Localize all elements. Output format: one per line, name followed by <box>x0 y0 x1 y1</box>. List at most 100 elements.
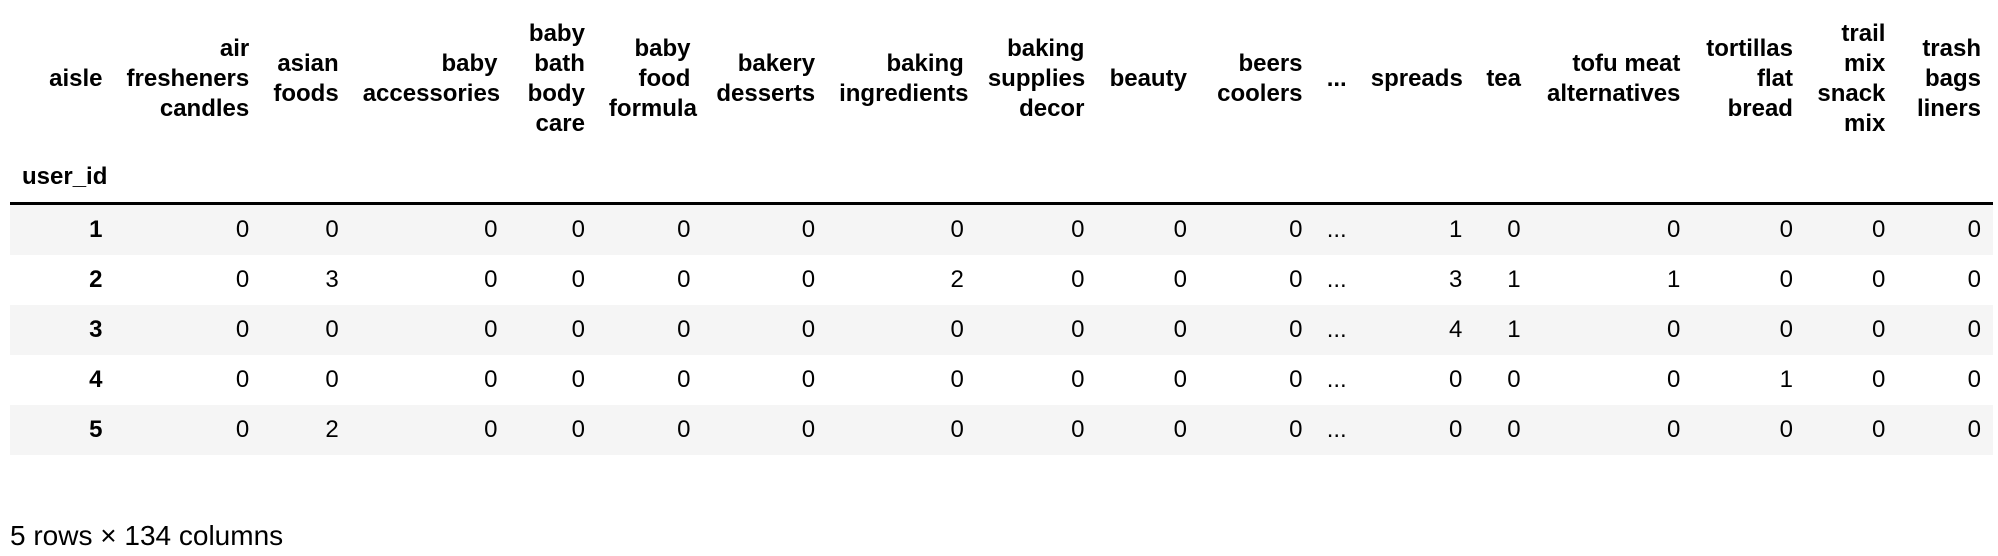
cell: 0 <box>1173 266 1187 293</box>
cell: 0 <box>325 216 339 243</box>
index-row-filler <box>115 152 1993 204</box>
row-index: 3 <box>89 316 103 343</box>
col-header-trail-mix-snack-mix: trail mix snack mix <box>1817 20 1886 137</box>
cell: 1 <box>1448 216 1463 243</box>
cell: 0 <box>677 316 691 343</box>
cell: 0 <box>801 216 816 243</box>
row-index: 5 <box>89 416 103 443</box>
cell: ... <box>1326 266 1347 293</box>
cell: 0 <box>325 366 339 393</box>
cell: 0 <box>235 416 250 443</box>
cell: 0 <box>1872 366 1886 393</box>
cell: 0 <box>1779 266 1793 293</box>
cell: 0 <box>1779 316 1793 343</box>
col-header-air-fresheners-candles: air fresheners candles <box>126 35 250 122</box>
table-row: 3 0 0 0 0 0 0 0 0 0 0... 4 1 0 0 0 0 <box>10 305 1993 355</box>
cell: 0 <box>571 216 585 243</box>
cell: 0 <box>1507 366 1521 393</box>
cell: 0 <box>1173 366 1187 393</box>
shape-summary: 5 rows × 134 columns <box>10 520 284 551</box>
index-name-cell: user_id <box>22 163 108 190</box>
cell: 0 <box>677 266 691 293</box>
cell: 3 <box>1448 266 1463 293</box>
row-index: 2 <box>89 266 103 293</box>
cell: 0 <box>1289 366 1303 393</box>
table-row: 2 0 3 0 0 0 0 2 0 0 0... 3 1 1 0 0 0 <box>10 255 1993 305</box>
cell: 0 <box>950 366 964 393</box>
cell: ... <box>1326 316 1347 343</box>
cell: 0 <box>1872 316 1886 343</box>
col-header-spreads: spreads <box>1370 65 1463 92</box>
cell: 0 <box>1667 316 1681 343</box>
cell: 0 <box>1667 216 1681 243</box>
cell: 0 <box>1667 366 1681 393</box>
cell: 0 <box>801 266 816 293</box>
cell: 0 <box>950 216 964 243</box>
cell: 0 <box>571 266 585 293</box>
table-row: 4 0 0 0 0 0 0 0 0 0 0... 0 0 0 1 0 0 <box>10 355 1993 405</box>
cell: 0 <box>484 366 498 393</box>
cell: 0 <box>235 316 250 343</box>
cell: 0 <box>1872 216 1886 243</box>
cell: 0 <box>1173 416 1187 443</box>
cell: 0 <box>571 416 585 443</box>
cell: 0 <box>484 216 498 243</box>
row-index: 4 <box>89 366 103 393</box>
cell: 0 <box>677 416 691 443</box>
cell: 1 <box>1779 366 1793 393</box>
index-name-row: user_id <box>10 152 1993 204</box>
cell: 0 <box>1289 266 1303 293</box>
cell: 0 <box>1071 316 1085 343</box>
cell: 0 <box>235 366 250 393</box>
col-header-ellipsis: ... <box>1326 65 1347 92</box>
cell: 0 <box>571 366 585 393</box>
cell: 4 <box>1448 316 1463 343</box>
col-header-baby-bath-body-care: baby bath body care <box>527 20 585 137</box>
cell: 0 <box>1289 216 1303 243</box>
cell: 1 <box>1667 266 1681 293</box>
col-header-baby-food-formula: baby food formula <box>608 35 697 122</box>
row-index: 1 <box>89 216 103 243</box>
cell: 0 <box>677 216 691 243</box>
col-header-beers-coolers: beers coolers <box>1217 50 1303 107</box>
cell: ... <box>1326 416 1347 443</box>
cell: 0 <box>1507 416 1521 443</box>
cell: 0 <box>1667 416 1681 443</box>
cell: 1 <box>1507 266 1521 293</box>
cell: 0 <box>484 416 498 443</box>
cell: 0 <box>801 366 816 393</box>
cell: 0 <box>1967 316 1981 343</box>
cell: 0 <box>677 366 691 393</box>
cell: 0 <box>1779 416 1793 443</box>
cell: 0 <box>235 266 250 293</box>
col-header-baking-ingredients: baking ingredients <box>839 50 969 107</box>
cell: 0 <box>1872 416 1886 443</box>
cell: 0 <box>484 266 498 293</box>
cell: 0 <box>1071 416 1085 443</box>
cell: 0 <box>1967 366 1981 393</box>
cell: 0 <box>1071 266 1085 293</box>
cell: ... <box>1326 366 1347 393</box>
cell: 0 <box>235 216 250 243</box>
col-header-tofu-meat-alternatives: tofu meat alternatives <box>1546 50 1681 107</box>
col-header-trash-bags-liners: trash bags liners <box>1916 35 1981 122</box>
cell: 0 <box>1071 366 1085 393</box>
col-header-tea: tea <box>1486 65 1521 92</box>
cell: 0 <box>1967 266 1981 293</box>
cell: 0 <box>950 316 964 343</box>
cell: 0 <box>1967 216 1981 243</box>
cell: 0 <box>801 416 816 443</box>
cell: 0 <box>1448 416 1463 443</box>
cell: 0 <box>1779 216 1793 243</box>
cell: 0 <box>1173 316 1187 343</box>
columns-axis-name-cell: aisle <box>49 65 103 92</box>
cell: 0 <box>1872 266 1886 293</box>
col-header-bakery-desserts: bakery desserts <box>716 50 816 107</box>
cell: 0 <box>1071 216 1085 243</box>
cell: 0 <box>1289 416 1303 443</box>
cell: 0 <box>950 416 964 443</box>
cell: 0 <box>1507 216 1521 243</box>
col-header-baking-supplies-decor: baking supplies decor <box>987 35 1086 122</box>
table-header: aisle air fresheners candles asian foods… <box>10 6 1993 204</box>
